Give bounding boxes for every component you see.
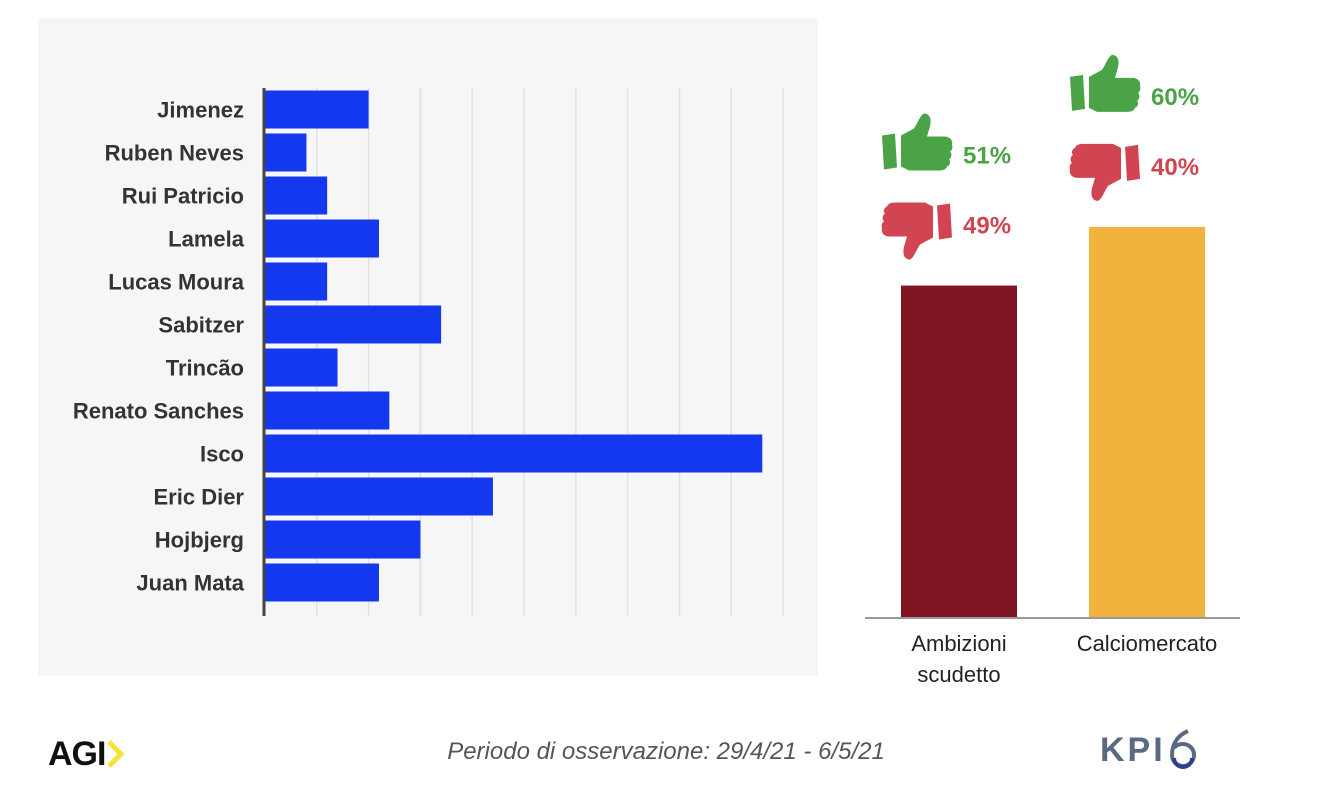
horizontal-bar-chart: Jimenez Ruben Neves Rui Patricio Lamela Luca… (73, 88, 784, 616)
agi-logo: AGI (48, 734, 125, 774)
thumbs-up-icon (1070, 54, 1141, 112)
thumbs-down-icon (1069, 143, 1140, 201)
kpi-logo-text: KPI (1100, 730, 1166, 769)
category-label: Isco (200, 442, 244, 467)
bar (265, 434, 763, 473)
category-label: Trincão (166, 356, 244, 381)
bar (265, 305, 442, 344)
bar (265, 90, 369, 129)
kpi6-logo: KPI (1100, 728, 1200, 772)
bar (1089, 226, 1205, 618)
category-label: Eric Dier (154, 485, 245, 510)
category-label: Sabitzer (158, 313, 244, 338)
bar (265, 348, 338, 387)
category-label: Juan Mata (136, 571, 244, 596)
bar (265, 176, 328, 215)
negative-pct-label: 49% (963, 213, 1011, 240)
category-label: Hojbjerg (155, 528, 244, 553)
category-label: Jimenez (157, 98, 244, 123)
bar (265, 520, 421, 559)
category-label: Lamela (168, 227, 245, 252)
thumbs-down-icon (881, 202, 952, 260)
observation-period: Periodo di osservazione: 29/4/21 - 6/5/2… (447, 738, 885, 765)
category-label: Calciomercato (1077, 631, 1218, 656)
category-label: Ambizioni scudetto (911, 631, 1006, 687)
category-label: Rui Patricio (122, 184, 244, 209)
category-label: Renato Sanches (73, 399, 244, 424)
kpi-six-icon (1169, 729, 1196, 769)
left-chart-panel: Jimenez Ruben Neves Rui Patricio Lamela Luca… (38, 18, 818, 676)
negative-pct-label: 40% (1151, 154, 1199, 181)
bar (265, 133, 307, 172)
positive-pct-label: 60% (1151, 84, 1199, 111)
bar (265, 262, 328, 301)
positive-pct-label: 51% (963, 143, 1011, 170)
category-label: Lucas Moura (108, 270, 244, 295)
thumbs-up-icon (882, 113, 953, 171)
agi-chevron-icon (107, 740, 125, 768)
bar (265, 391, 390, 430)
bar (265, 219, 379, 258)
category-label: Ruben Neves (105, 141, 244, 166)
agi-logo-text: AGI (48, 734, 106, 773)
bar (265, 563, 379, 602)
bar (265, 477, 493, 516)
vertical-bar-chart: 49% 51% Ambizioni scudetto 40% 60% Calciomerca… (865, 54, 1240, 687)
bar (901, 285, 1017, 618)
